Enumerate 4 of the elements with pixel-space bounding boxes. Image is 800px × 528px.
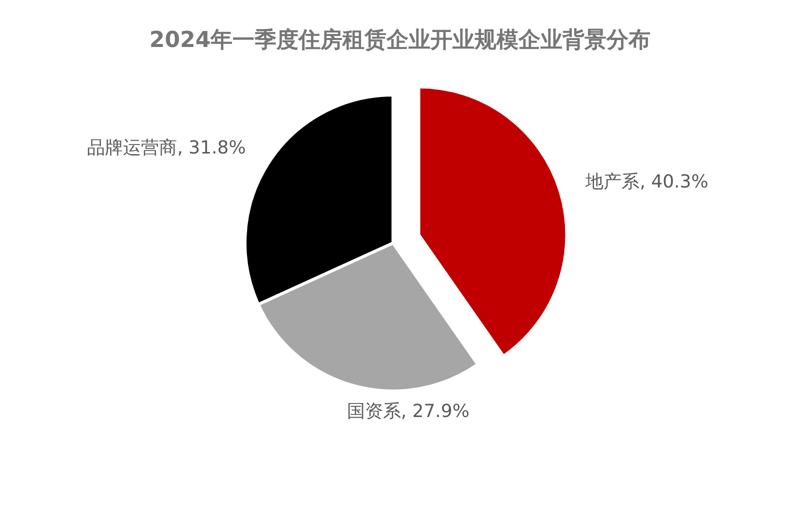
slice-label: 地产系, 40.3% (584, 171, 708, 192)
chart-title: 2024年一季度住房租赁企业开业规模企业背景分布 (149, 27, 651, 53)
slice-label: 品牌运营商, 31.8% (87, 137, 246, 158)
slice-label: 国资系, 27.9% (346, 400, 470, 422)
